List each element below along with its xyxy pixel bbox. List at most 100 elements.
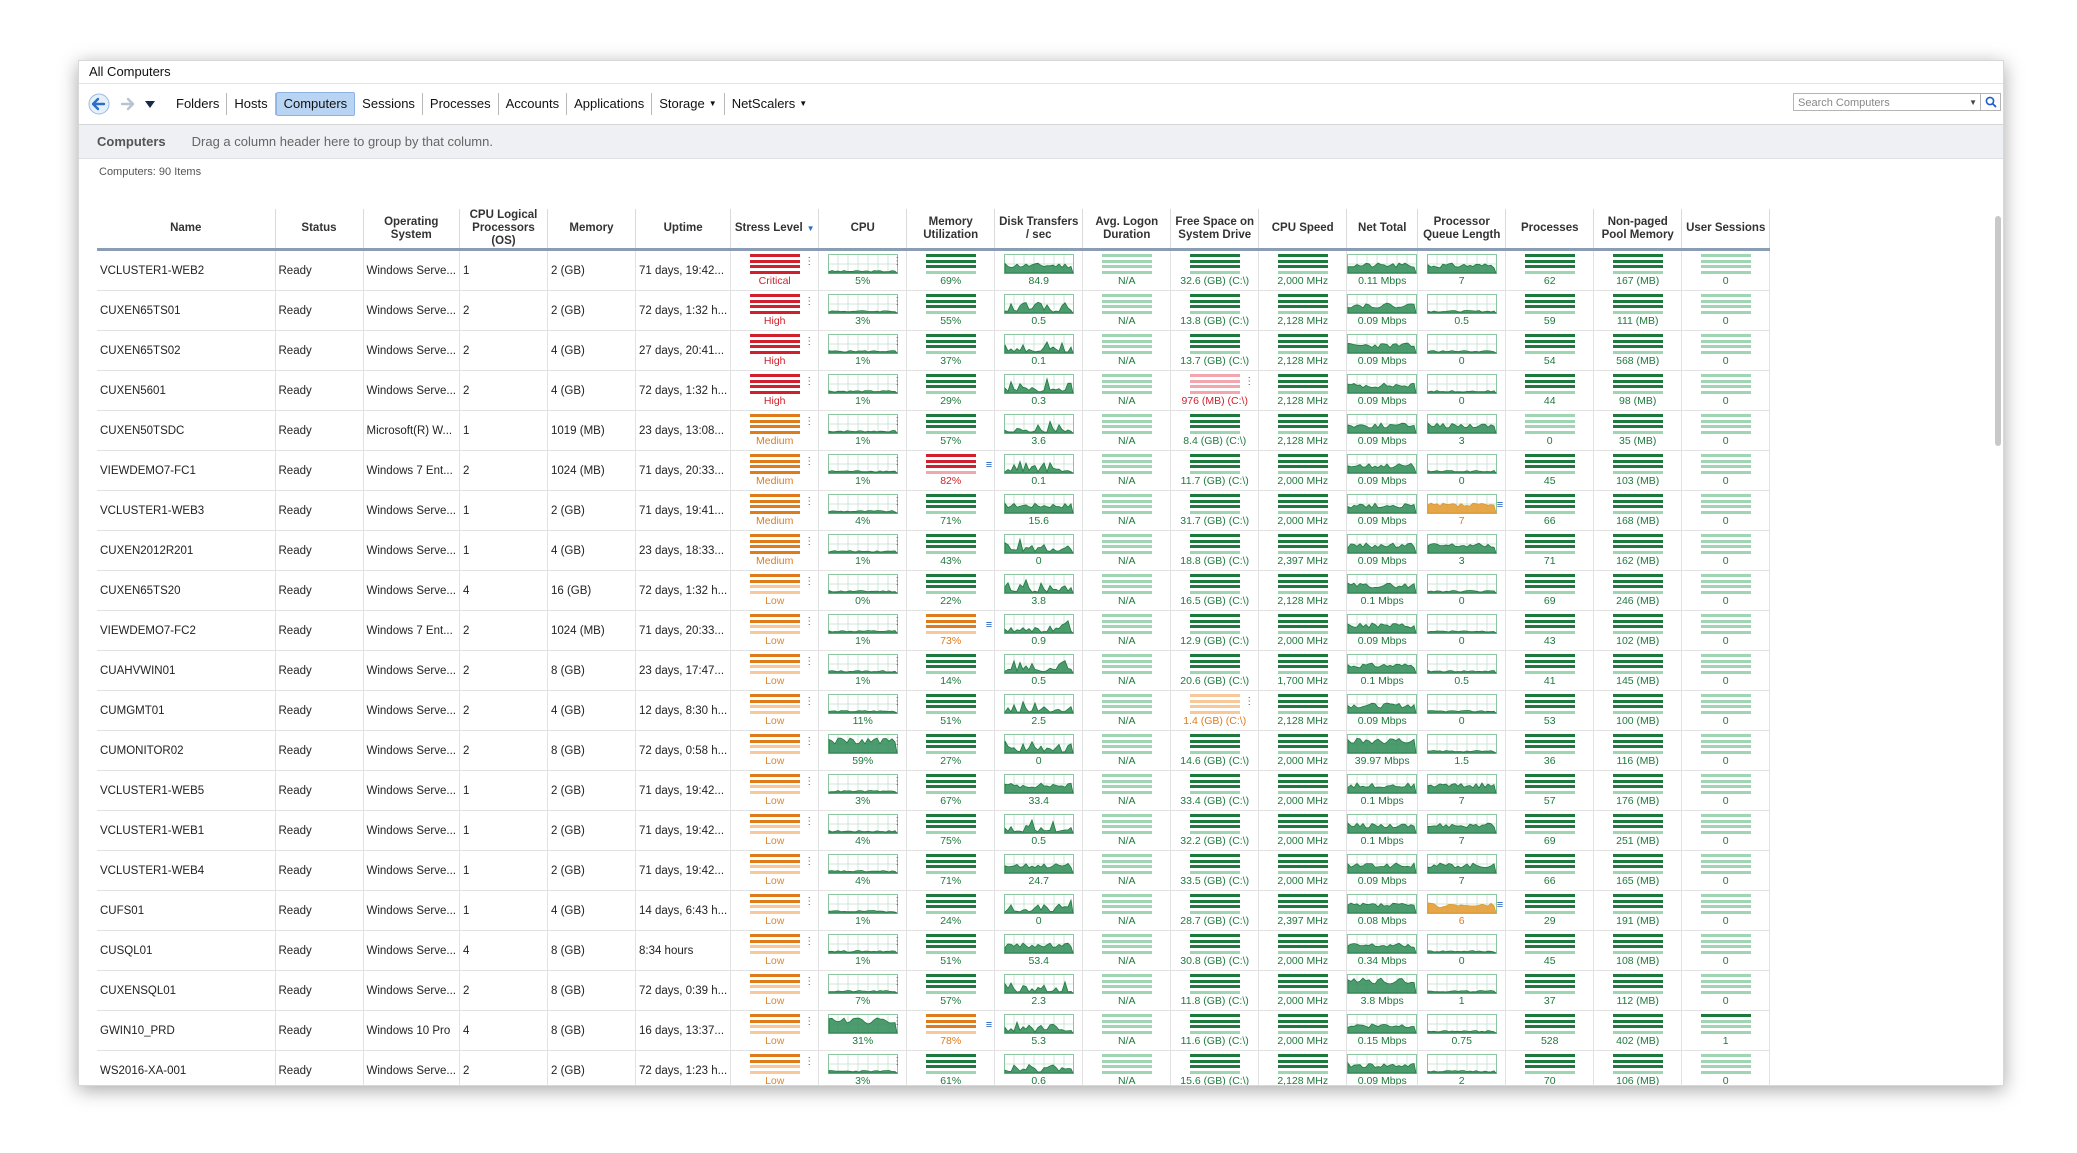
tab-computers[interactable]: Computers xyxy=(275,92,356,116)
more-options-icon[interactable]: ⋮ xyxy=(804,656,815,667)
column-header[interactable]: Status xyxy=(275,209,364,251)
more-options-icon[interactable]: ⋮ xyxy=(892,696,903,707)
more-options-icon[interactable]: ⋮ xyxy=(892,1056,903,1067)
more-options-icon[interactable]: ⋮ xyxy=(892,256,903,267)
table-row[interactable]: CUXENSQL01 Ready Windows Serve... 2 8 (GB) 72… xyxy=(97,970,1771,1011)
more-options-icon[interactable]: ⋮ xyxy=(804,736,815,747)
column-header[interactable]: Disk Transfers / sec xyxy=(994,209,1084,251)
column-header[interactable]: Non-paged Pool Memory xyxy=(1593,209,1683,251)
more-options-icon[interactable]: ⋮ xyxy=(804,776,815,787)
table-row[interactable]: CUAHVWIN01 Ready Windows Serve... 2 8 (GB) 23… xyxy=(97,650,1771,691)
more-options-icon[interactable]: ⋮ xyxy=(804,536,815,547)
more-options-icon[interactable]: ⋮ xyxy=(804,496,815,507)
more-options-icon[interactable]: ⋮ xyxy=(804,1016,815,1027)
chevron-down-icon[interactable]: ▼ xyxy=(799,99,808,109)
dropdown-triangle-icon[interactable] xyxy=(141,90,159,118)
group-by-bar[interactable]: Computers Drag a column header here to gr… xyxy=(79,125,2003,159)
details-menu-icon[interactable]: ≡ xyxy=(985,619,993,631)
table-row[interactable]: CUXEN65TS02 Ready Windows Serve... 2 4 (GB) 2… xyxy=(97,330,1771,371)
details-menu-icon[interactable]: ≡ xyxy=(985,459,993,471)
more-options-icon[interactable]: ⋮ xyxy=(892,456,903,467)
more-options-icon[interactable]: ⋮ xyxy=(892,856,903,867)
tab-accounts[interactable]: Accounts xyxy=(499,93,568,115)
more-options-icon[interactable]: ⋮ xyxy=(804,376,815,387)
tab-storage[interactable]: Storage ▼ xyxy=(652,92,725,116)
table-row[interactable]: CUXEN65TS20 Ready Windows Serve... 4 16 (GB)… xyxy=(97,570,1771,611)
table-row[interactable]: CUXEN65TS01 Ready Windows Serve... 2 2 (GB) 7… xyxy=(97,290,1771,331)
more-options-icon[interactable]: ⋮ xyxy=(892,736,903,747)
more-options-icon[interactable]: ⋮ xyxy=(892,296,903,307)
more-options-icon[interactable]: ⋮ xyxy=(804,616,815,627)
column-header[interactable]: CPU Logical Processors (OS) xyxy=(459,209,548,251)
more-options-icon[interactable]: ⋮ xyxy=(804,256,815,267)
table-row[interactable]: CUXEN2012R201 Ready Windows Serve... 1 4 (GB… xyxy=(97,530,1771,571)
table-row[interactable]: CUMONITOR02 Ready Windows Serve... 2 8 (GB) 7… xyxy=(97,730,1771,771)
more-options-icon[interactable]: ⋮ xyxy=(892,376,903,387)
more-options-icon[interactable]: ⋮ xyxy=(1244,376,1255,387)
more-options-icon[interactable]: ⋮ xyxy=(804,336,815,347)
column-header[interactable]: CPU Speed xyxy=(1258,209,1348,251)
more-options-icon[interactable]: ⋮ xyxy=(804,976,815,987)
table-row[interactable]: VCLUSTER1-WEB2 Ready Windows Serve... 1 2 (G… xyxy=(97,249,1771,291)
table-row[interactable]: VIEWDEMO7-FC2 Ready Windows 7 Ent... 2 1024 … xyxy=(97,610,1771,651)
table-row[interactable]: CUSQL01 Ready Windows Serve... 4 8 (GB) 8:34 … xyxy=(97,930,1771,971)
more-options-icon[interactable]: ⋮ xyxy=(892,576,903,587)
more-options-icon[interactable]: ⋮ xyxy=(804,936,815,947)
more-options-icon[interactable]: ⋮ xyxy=(804,416,815,427)
more-options-icon[interactable]: ⋮ xyxy=(892,336,903,347)
vertical-scrollbar[interactable] xyxy=(1995,216,2001,446)
column-header[interactable]: Memory xyxy=(547,209,636,251)
column-header[interactable]: Processor Queue Length xyxy=(1417,209,1507,251)
back-arrow-icon[interactable] xyxy=(85,90,113,118)
forward-arrow-icon[interactable] xyxy=(113,90,141,118)
column-header[interactable]: Net Total xyxy=(1346,209,1419,251)
tab-sessions[interactable]: Sessions xyxy=(355,93,423,115)
more-options-icon[interactable]: ⋮ xyxy=(892,936,903,947)
tab-hosts[interactable]: Hosts xyxy=(227,93,276,115)
more-options-icon[interactable]: ⋮ xyxy=(892,976,903,987)
tab-folders[interactable]: Folders xyxy=(169,93,228,115)
more-options-icon[interactable]: ⋮ xyxy=(804,296,815,307)
search-input[interactable]: Search Computers ▼ xyxy=(1793,93,1981,111)
table-row[interactable]: VCLUSTER1-WEB1 Ready Windows Serve... 1 2 (G… xyxy=(97,810,1771,851)
table-row[interactable]: VCLUSTER1-WEB5 Ready Windows Serve... 1 2 (G… xyxy=(97,770,1771,811)
details-menu-icon[interactable]: ≡ xyxy=(985,1019,993,1031)
table-row[interactable]: CUFS01 Ready Windows Serve... 1 4 (GB) 14 day… xyxy=(97,890,1771,931)
more-options-icon[interactable]: ⋮ xyxy=(892,896,903,907)
column-header[interactable]: Name xyxy=(97,209,276,251)
more-options-icon[interactable]: ⋮ xyxy=(1244,696,1255,707)
more-options-icon[interactable]: ⋮ xyxy=(892,656,903,667)
chevron-down-icon[interactable]: ▼ xyxy=(708,99,717,109)
table-row[interactable]: GWIN10_PRD Ready Windows 10 Pro 4 8 (GB) 16 d… xyxy=(97,1010,1771,1051)
column-header[interactable]: User Sessions xyxy=(1681,209,1771,251)
table-row[interactable]: WS2016-XA-001 Ready Windows Serve... 2 2 (GB… xyxy=(97,1050,1771,1085)
tab-processes[interactable]: Processes xyxy=(423,93,499,115)
table-row[interactable]: CUMGMT01 Ready Windows Serve... 2 4 (GB) 12 d… xyxy=(97,690,1771,731)
more-options-icon[interactable]: ⋮ xyxy=(804,856,815,867)
tab-netscalers[interactable]: NetScalers ▼ xyxy=(725,93,815,116)
column-header[interactable]: Avg. Logon Duration xyxy=(1082,209,1172,251)
column-header[interactable]: Uptime xyxy=(635,209,732,251)
column-header[interactable]: Operating System xyxy=(363,209,460,251)
more-options-icon[interactable]: ⋮ xyxy=(892,416,903,427)
column-header[interactable]: Free Space on System Drive xyxy=(1170,209,1260,251)
table-row[interactable]: CUXEN5601 Ready Windows Serve... 2 4 (GB) 72 … xyxy=(97,370,1771,411)
chevron-down-icon[interactable]: ▼ xyxy=(1969,98,1977,107)
details-menu-icon[interactable]: ≡ xyxy=(1496,499,1504,511)
column-header[interactable]: Stress Level ▼ xyxy=(730,209,820,251)
more-options-icon[interactable]: ⋮ xyxy=(892,816,903,827)
more-options-icon[interactable]: ⋮ xyxy=(804,896,815,907)
more-options-icon[interactable]: ⋮ xyxy=(804,456,815,467)
column-header[interactable]: Processes xyxy=(1505,209,1595,251)
column-header[interactable]: CPU xyxy=(818,209,908,251)
column-header[interactable]: Memory Utilization xyxy=(906,209,996,251)
more-options-icon[interactable]: ⋮ xyxy=(804,1056,815,1067)
table-row[interactable]: VCLUSTER1-WEB3 Ready Windows Serve... 1 2 (G… xyxy=(97,490,1771,531)
tab-applications[interactable]: Applications xyxy=(567,93,653,115)
more-options-icon[interactable]: ⋮ xyxy=(892,496,903,507)
search-icon[interactable] xyxy=(1981,93,2001,111)
more-options-icon[interactable]: ⋮ xyxy=(892,776,903,787)
table-row[interactable]: CUXEN50TSDC Ready Microsoft(R) W... 1 1019 (… xyxy=(97,410,1771,451)
table-row[interactable]: VCLUSTER1-WEB4 Ready Windows Serve... 1 2 (G… xyxy=(97,850,1771,891)
more-options-icon[interactable]: ⋮ xyxy=(804,576,815,587)
